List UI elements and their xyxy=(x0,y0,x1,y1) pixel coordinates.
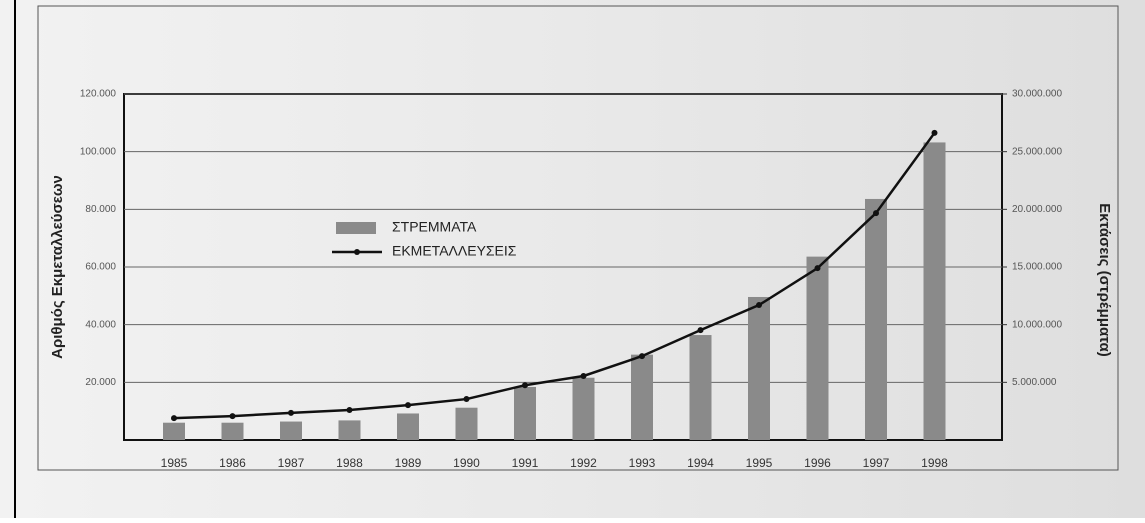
x-tick-label: 1987 xyxy=(278,456,305,470)
bar xyxy=(923,142,946,440)
legend-label: ΣΤΡΕΜΜΑΤΑ xyxy=(392,219,477,235)
bar xyxy=(514,386,536,440)
x-tick-label: 1992 xyxy=(570,456,597,470)
y2-tick-label: 20.000.000 xyxy=(1012,204,1062,215)
x-tick-label: 1991 xyxy=(512,456,539,470)
y2-tick-label: 10.000.000 xyxy=(1012,319,1062,330)
x-tick-label: 1998 xyxy=(921,456,948,470)
y2-tick-label: 30.000.000 xyxy=(1012,89,1062,100)
line-point xyxy=(288,409,294,416)
line-point xyxy=(463,396,470,403)
x-tick-label: 1995 xyxy=(746,456,773,470)
line-point xyxy=(756,302,762,309)
x-tick-label: 1989 xyxy=(395,456,422,470)
bar xyxy=(221,422,244,440)
bar xyxy=(865,198,887,440)
bar xyxy=(163,422,185,440)
bar xyxy=(455,407,478,440)
frame xyxy=(37,5,1119,471)
y2-axis-label: Εκτάσεις (στρέμματα) xyxy=(1096,203,1113,356)
legend-label: ΕΚΜΕΤΑΛΛΕΥΣΕΙΣ xyxy=(392,243,517,259)
line-point xyxy=(405,402,411,409)
y2-tick-label: 25.000.000 xyxy=(1012,146,1062,157)
x-tick-label: 1990 xyxy=(453,456,480,470)
bar xyxy=(689,335,712,440)
line-point xyxy=(171,415,177,422)
line-point xyxy=(346,407,353,414)
x-tick-label: 1985 xyxy=(161,456,188,470)
y-tick-label: 20.000 xyxy=(85,377,116,388)
line xyxy=(173,132,936,420)
bar xyxy=(572,377,595,440)
bar xyxy=(806,256,829,440)
bar xyxy=(280,421,302,440)
x-tick-label: 1996 xyxy=(804,456,831,470)
y-tick-label: 40.000 xyxy=(85,319,116,330)
line-point xyxy=(580,372,587,379)
x-tick-label: 1993 xyxy=(629,456,656,470)
line-point xyxy=(639,353,645,360)
x-tick-label: 1994 xyxy=(687,456,714,470)
line-point xyxy=(229,413,236,420)
x-tick-label: 1986 xyxy=(219,456,246,470)
bar xyxy=(748,296,770,440)
line-point xyxy=(814,265,821,272)
y2-tick-label: 5.000.000 xyxy=(1012,377,1057,388)
y-tick-label: 60.000 xyxy=(85,262,116,273)
line-point xyxy=(697,327,704,334)
line-point xyxy=(873,210,879,217)
line-point xyxy=(931,129,938,136)
x-tick-label: 1997 xyxy=(863,456,890,470)
line-point xyxy=(522,382,528,389)
bar xyxy=(397,413,419,440)
y-tick-label: 80.000 xyxy=(85,204,116,215)
legend-swatch xyxy=(336,222,376,234)
legend-marker xyxy=(354,249,360,255)
y2-tick-label: 15.000.000 xyxy=(1012,262,1062,273)
bar xyxy=(631,354,653,440)
y-axis-label: Αριθμός Εκμεταλλεύσεων xyxy=(49,175,66,359)
y-tick-label: 100.000 xyxy=(80,146,117,157)
bar xyxy=(338,420,361,440)
y-tick-label: 120.000 xyxy=(80,89,117,100)
x-tick-label: 1988 xyxy=(336,456,363,470)
